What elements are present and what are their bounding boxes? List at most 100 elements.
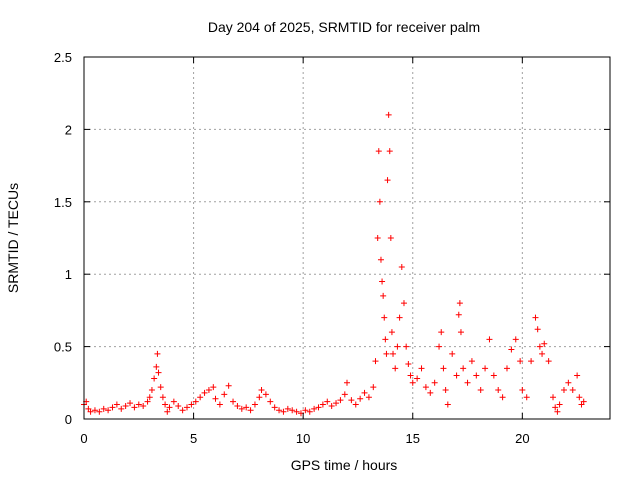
grid-lines [84,57,610,419]
data-point [534,326,541,333]
data-point [552,404,559,411]
data-point [315,404,322,411]
data-point [184,404,191,411]
data-point [556,401,563,408]
data-point [280,408,287,415]
data-point [344,379,350,386]
y-tick-label: 1.5 [54,195,72,210]
data-point [146,394,153,401]
data-points [81,111,587,417]
data-point [490,372,497,379]
data-point [293,408,300,415]
data-point [205,387,212,394]
data-point [380,292,387,299]
data-point [372,358,379,365]
data-point [153,363,160,370]
data-point [438,329,445,336]
y-tick-label: 0 [65,412,72,427]
data-point [135,401,142,408]
data-point [216,401,223,408]
data-point [390,350,397,357]
data-point [333,400,340,407]
data-point [495,387,502,394]
data-point [262,391,269,398]
data-point [225,382,232,389]
data-point [523,394,530,401]
data-point [276,407,283,414]
data-point [386,148,393,155]
data-point [453,372,460,379]
y-tick-label: 1 [65,267,72,282]
x-axis-label: GPS time / hours [291,457,398,473]
data-point [157,384,164,391]
data-point [210,384,217,391]
data-point [576,394,583,401]
data-point [311,405,318,412]
x-tick-label: 5 [190,431,197,446]
data-point [201,389,208,396]
data-point [192,398,199,405]
data-point [449,350,456,357]
data-point [440,365,447,372]
data-point [407,372,414,379]
data-point [400,300,407,307]
data-point [306,408,313,415]
data-point [100,405,107,412]
y-tick-label: 2.5 [54,50,72,65]
data-point [382,336,389,343]
data-point [256,394,263,401]
data-point [541,340,548,347]
data-point [379,278,386,285]
data-point [267,398,274,405]
x-tick-label: 20 [515,431,529,446]
data-point [554,408,561,415]
data-point [140,402,147,409]
data-point [162,401,169,408]
data-point [392,365,399,372]
data-point [376,198,383,205]
data-point [234,402,241,409]
data-point [170,398,177,405]
data-point [154,350,161,357]
data-point [109,404,116,411]
data-point [414,375,421,382]
data-point [482,365,489,372]
data-point [560,387,567,394]
data-point [159,394,166,401]
data-point [377,256,384,263]
data-point [352,401,359,408]
data-point [105,407,112,414]
data-point [230,398,237,405]
data-point [550,394,557,401]
data-point [87,408,94,415]
data-point [519,387,526,394]
data-point [409,379,416,386]
data-point [197,394,204,401]
data-point [324,398,331,405]
data-point [144,398,151,405]
data-point [545,358,552,365]
data-point [460,365,467,372]
data-point [212,395,219,402]
data-point [271,404,278,411]
data-point [512,336,519,343]
plot-frame [83,56,611,420]
data-point [405,360,412,367]
data-point [422,384,429,391]
data-point [565,379,572,386]
data-point [188,401,195,408]
axis-ticks [83,56,610,420]
data-point [348,397,355,404]
data-point [532,314,539,321]
data-point [289,407,296,414]
data-point [365,394,372,401]
x-tick-labels: 0 5 10 15 20 [80,431,529,446]
data-point [381,314,388,321]
data-point [455,311,462,318]
data-point [96,408,103,415]
data-point [508,346,515,353]
data-point [398,263,405,270]
data-point [442,387,449,394]
data-point [357,395,364,402]
